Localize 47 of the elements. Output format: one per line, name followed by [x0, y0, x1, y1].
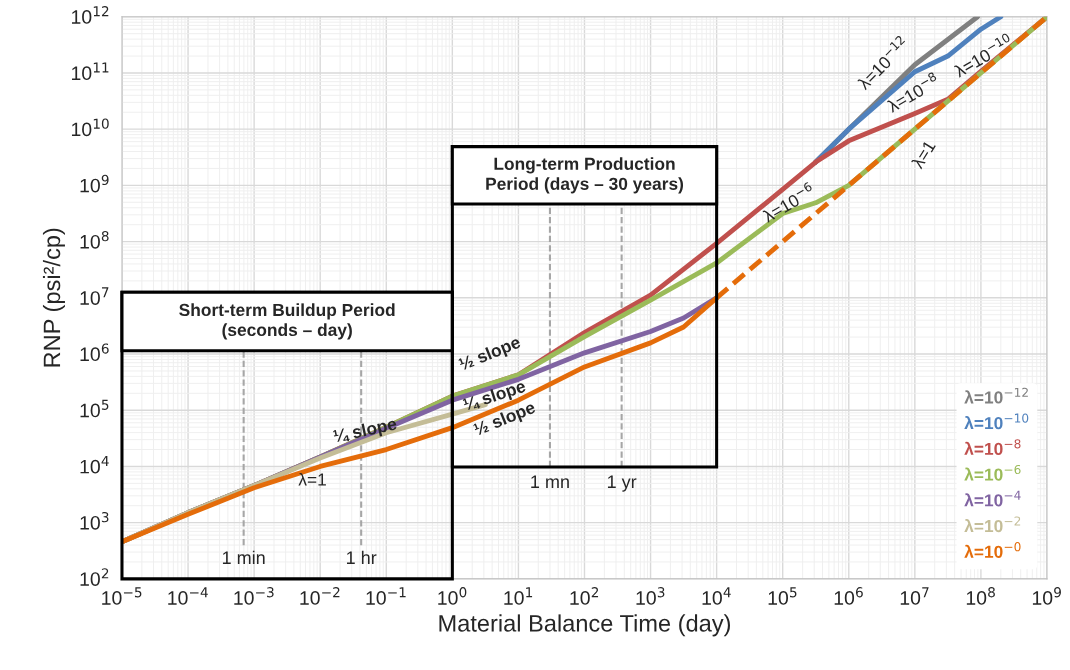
y-tick-label: 10$^{4}$ — [80, 456, 109, 474]
x-tick-label: 10$^{−3}$ — [234, 587, 274, 605]
text: λ=10$^{−8}$ — [964, 439, 1021, 456]
x-tick-label: 10$^{1}$ — [504, 587, 533, 605]
annotation: λ=10$^{−6}$ — [760, 181, 816, 223]
ref-line-label: 1 min — [222, 550, 265, 564]
y-tick-label: 10$^{12}$ — [71, 6, 109, 24]
x-tick-label: 10$^{−4}$ — [168, 587, 208, 605]
text: λ=10$^{−0}$ — [964, 542, 1021, 558]
y-tick-label: 10$^{5}$ — [80, 399, 109, 418]
x-tick-label: 10$^{3}$ — [636, 587, 665, 605]
x-tick-label: 10$^{−1}$ — [366, 587, 406, 605]
ref-line-label: 1 yr — [607, 475, 637, 492]
y-tick-label: 10$^{11}$ — [71, 62, 109, 81]
x-tick-label: 10$^{9}$ — [1032, 587, 1061, 605]
annotation: ¼ slope — [332, 416, 398, 446]
text: λ=10$^{−6}$ — [964, 464, 1021, 481]
x-axis-title: Material Balance Time (day) — [439, 614, 730, 637]
y-tick-label: 10$^{10}$ — [71, 118, 109, 137]
band-label: Long-term Production Period (days – 30 years) — [486, 157, 684, 194]
y-tick-label: 10$^{2}$ — [80, 568, 109, 586]
x-tick-label: 10$^{6}$ — [834, 587, 863, 605]
annotation: λ=10$^{−10}$ — [951, 32, 1014, 78]
annotation: λ=1 — [910, 139, 936, 170]
x-tick-label: 10$^{−5}$ — [102, 587, 142, 605]
text: λ=10$^{−2}$ — [964, 516, 1021, 533]
x-tick-label: 10$^{7}$ — [900, 587, 929, 605]
band-label: Short-term Buildup Period (seconds – day) — [179, 303, 395, 340]
x-tick-label: 10$^{5}$ — [768, 587, 797, 605]
y-tick-label: 10$^{7}$ — [80, 287, 109, 305]
x-tick-label: 10$^{4}$ — [702, 587, 731, 605]
ref-line-label: 1 mn — [531, 475, 569, 488]
annotation: λ=1 — [298, 472, 326, 486]
x-tick-label: 10$^{2}$ — [570, 587, 599, 605]
text: λ=10$^{−12}$ — [964, 387, 1028, 404]
annotation: ½ slope — [457, 335, 523, 374]
x-tick-label: 10$^{−2}$ — [300, 587, 340, 605]
text: λ=10$^{−10}$ — [964, 413, 1029, 430]
text: λ=10$^{−4}$ — [964, 490, 1021, 507]
y-tick-label: 10$^{8}$ — [80, 230, 109, 249]
ref-line-label: 1 hr — [346, 550, 377, 564]
y-tick-label: 10$^{6}$ — [80, 343, 109, 362]
y-axis-title: RNP (psi²/cp) — [42, 228, 65, 367]
y-tick-label: 10$^{9}$ — [80, 174, 109, 193]
x-tick-label: 10$^{8}$ — [966, 587, 995, 605]
x-tick-label: 10$^{0}$ — [438, 587, 467, 605]
y-tick-label: 10$^{3}$ — [80, 512, 109, 530]
